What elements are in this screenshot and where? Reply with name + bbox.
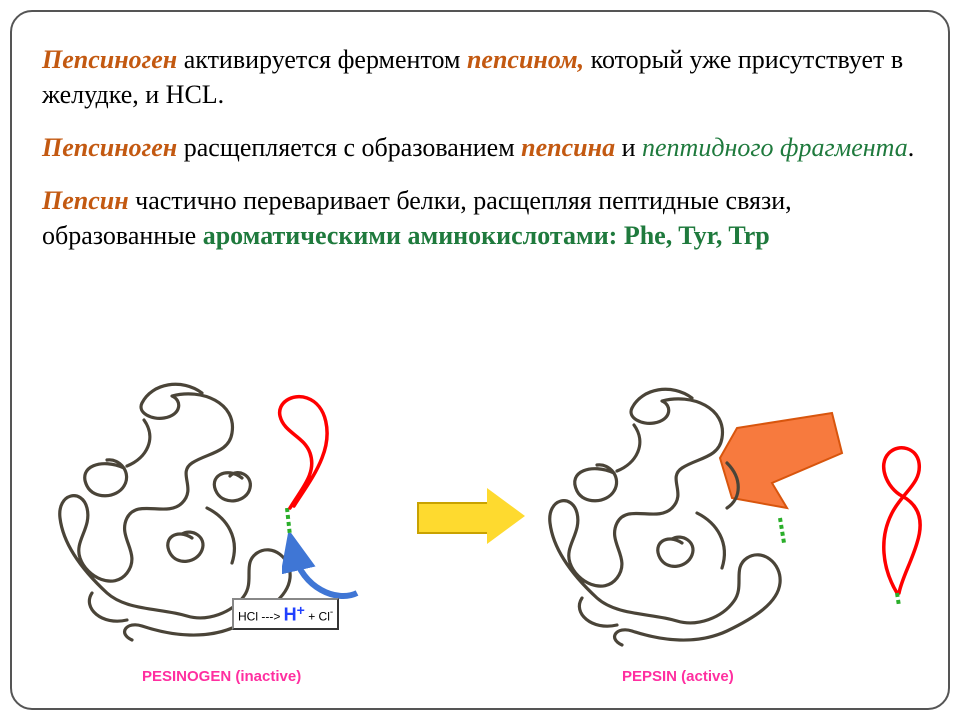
- p1-word-pepsinom: пепсином,: [467, 45, 584, 74]
- p2-run2: расщепляется с образованием: [177, 133, 521, 162]
- cleaved-peptide-illustration: [867, 418, 937, 608]
- p2-word-peptide-fragment: пептидного фрагмента: [642, 133, 908, 162]
- p1-word-pepsinogen: Пепсиноген: [42, 45, 177, 74]
- paragraph-3: Пепсин частично переваривает белки, расщ…: [42, 183, 918, 253]
- paragraph-2: Пепсиноген расщепляется с образованием п…: [42, 130, 918, 165]
- p2-word-pepsinogen: Пепсиноген: [42, 133, 177, 162]
- caption-pepsin: PEPSIN (active): [622, 668, 734, 685]
- pro-peptide-tail: [280, 397, 327, 508]
- p2-word-pepsina: пепсина: [521, 133, 615, 162]
- hcl-clminus: -: [330, 607, 333, 618]
- hcl-hplus: +: [297, 602, 305, 618]
- hcl-post: + Cl: [305, 610, 330, 624]
- p3-word-pepsin: Пепсин: [42, 186, 129, 215]
- hcl-pre: HCl --->: [238, 610, 284, 624]
- pepsin-illustration: [532, 358, 862, 688]
- hcl-h: H: [284, 605, 297, 625]
- pepsinogen-illustration: [32, 358, 362, 688]
- p1-run2: активируется ферментом: [177, 45, 467, 74]
- p3-aromatic-aa: ароматическими аминокислотами: Phe, Tyr,…: [203, 221, 770, 250]
- conversion-arrow-icon: [417, 488, 527, 544]
- p2-run4: и: [615, 133, 642, 162]
- p2-run6: .: [908, 133, 915, 162]
- caption-pepsinogen: PESINOGEN (inactive): [142, 668, 301, 685]
- diagram-area: HCl ---> H+ + Cl-: [12, 358, 948, 698]
- hcl-equation-box: HCl ---> H+ + Cl-: [232, 598, 339, 630]
- paragraph-1: Пепсиноген активируется ферментом пепсин…: [42, 42, 918, 112]
- slide: Пепсиноген активируется ферментом пепсин…: [10, 10, 950, 710]
- cleavage-site: [287, 508, 290, 536]
